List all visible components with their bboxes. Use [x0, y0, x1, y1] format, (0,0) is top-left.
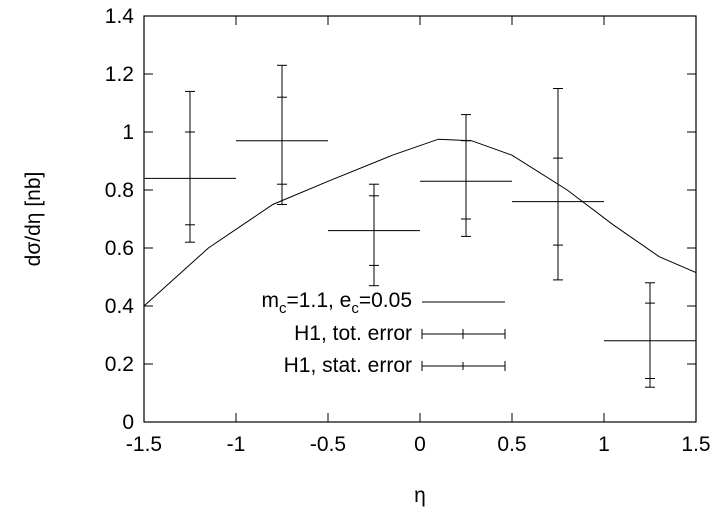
x-tick-labels: -1.5 -1 -0.5 0 0.5 1 1.5: [126, 433, 711, 456]
legend-stat-sample: [421, 361, 506, 371]
legend-stat-label: H1, stat. error: [284, 354, 412, 377]
data-point: [144, 90, 236, 243]
x-tick-label: -1: [227, 433, 246, 456]
data-point: [328, 183, 420, 287]
data-points: [144, 64, 696, 388]
y-tick-label: 1: [122, 121, 134, 144]
data-point: [604, 282, 696, 388]
x-axis-label: η: [414, 484, 426, 507]
data-point: [512, 88, 604, 281]
legend-tot-label: H1, tot. error: [294, 322, 412, 345]
legend-tot-sample: [421, 329, 506, 339]
x-tick-label: 0: [414, 433, 426, 456]
y-axis-label: dσ/dη [nb]: [22, 172, 45, 267]
legend-curve-label: mc=1.1, ec=0.05: [262, 289, 412, 317]
legend: mc=1.1, ec=0.05 H1, tot. error H1, stat.…: [262, 289, 506, 377]
y-tick-label: 1.4: [105, 5, 135, 28]
data-point: [236, 64, 328, 205]
y-tick-label: 0.8: [105, 179, 134, 202]
x-tick-label: 1.5: [681, 433, 710, 456]
x-tick-label: 1: [598, 433, 610, 456]
x-tick-label: -0.5: [310, 433, 346, 456]
y-tick-label: 0.4: [105, 295, 135, 318]
x-tick-label: 0.5: [497, 433, 526, 456]
y-tick-label: 0.2: [105, 353, 134, 376]
model-curve: [143, 138, 697, 307]
y-tick-label: 0: [122, 411, 134, 434]
axis-ticks: [143, 15, 697, 423]
x-tick-label: -1.5: [126, 433, 162, 456]
y-tick-label: 1.2: [105, 63, 134, 86]
y-tick-label: 0.6: [105, 237, 134, 260]
y-tick-labels: 0 0.2 0.4 0.6 0.8 1 1.2 1.4: [105, 5, 135, 434]
plot-frame: [143, 15, 697, 423]
data-point: [420, 114, 512, 237]
